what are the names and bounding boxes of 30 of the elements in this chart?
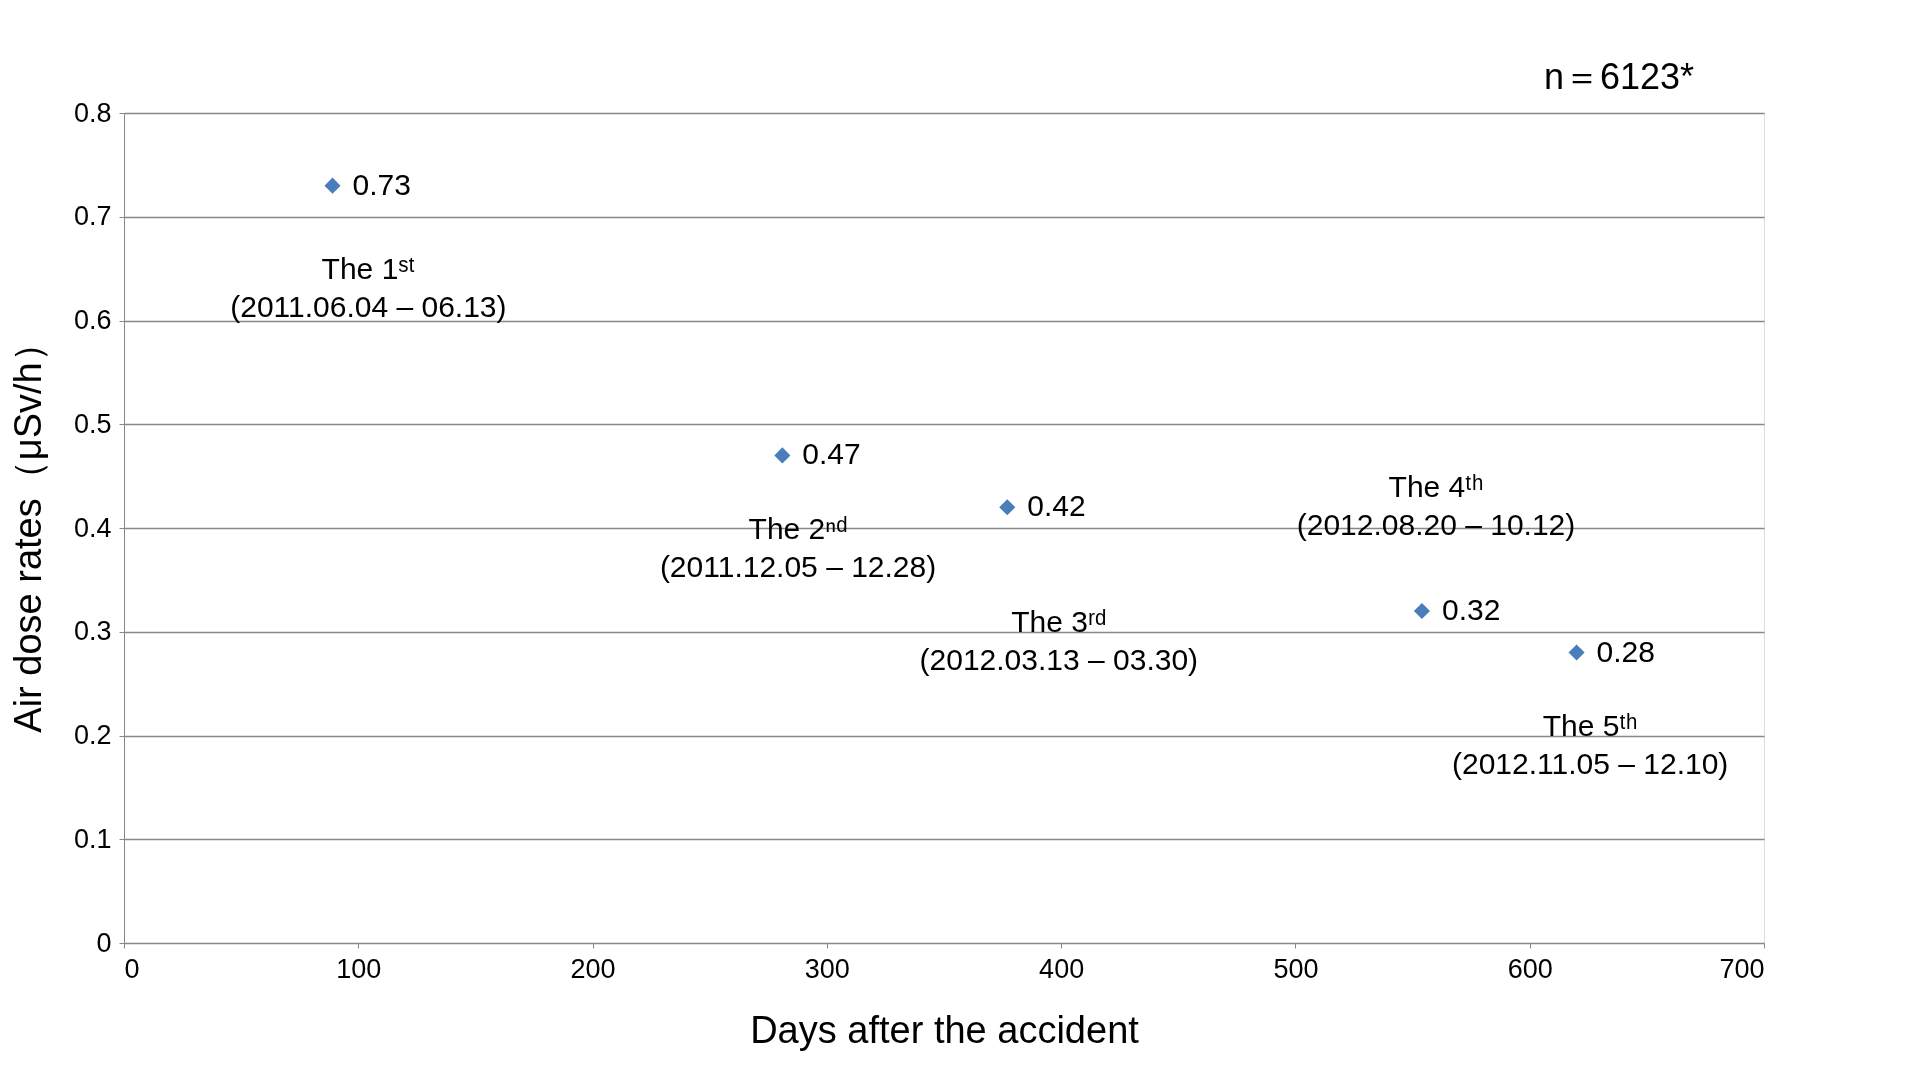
data-label: 0.28 xyxy=(1596,634,1655,668)
y-tick-label: 0.7 xyxy=(73,201,112,232)
annotation: The 1ˢᵗ (2011.06.04 – 06.13) xyxy=(230,252,507,324)
y-tick-label: 0.5 xyxy=(73,408,112,439)
x-tick-label: 100 xyxy=(336,953,382,984)
y-tick-label: 0.2 xyxy=(73,720,112,750)
y-tick-label: 0.4 xyxy=(73,512,112,543)
x-tick-label: 200 xyxy=(570,953,616,984)
x-tick-label: 500 xyxy=(1273,953,1319,984)
annotation: The 3ʳᵈ (2012.03.13 – 03.30) xyxy=(919,605,1199,677)
x-axis-title: Days after the accident xyxy=(750,1008,1140,1051)
annotation: The 2ⁿᵈ (2011.12.05 – 12.28) xyxy=(659,511,937,583)
data-label: 0.47 xyxy=(802,437,861,471)
y-tick-label: 0.6 xyxy=(73,305,112,335)
text: n＝6123* xyxy=(1543,56,1694,97)
x-tick-label: 600 xyxy=(1507,953,1553,984)
y-tick-label: 0.3 xyxy=(73,616,112,647)
x-tick-label: 300 xyxy=(804,953,850,984)
data-label: 0.32 xyxy=(1441,593,1501,626)
y-tick-label: 0.1 xyxy=(73,823,112,854)
data-label: 0.73 xyxy=(352,167,411,201)
y-axis-title: Air dose rates（μSv/h） xyxy=(6,324,49,733)
y-tick-label: 0.8 xyxy=(73,97,112,128)
data-label: 0.42 xyxy=(1027,489,1086,523)
annotation: The 5ᵗʰ (2012.11.05 – 12.10) xyxy=(1452,708,1729,780)
y-tick-label: 0 xyxy=(96,927,112,958)
x-tick-label: 400 xyxy=(1039,953,1085,984)
annotation: The 4ᵗʰ (2012.08.20 – 10.12) xyxy=(1296,470,1576,542)
x-tick-label: 0 xyxy=(124,953,140,984)
x-tick-label: 700 xyxy=(1719,953,1765,984)
